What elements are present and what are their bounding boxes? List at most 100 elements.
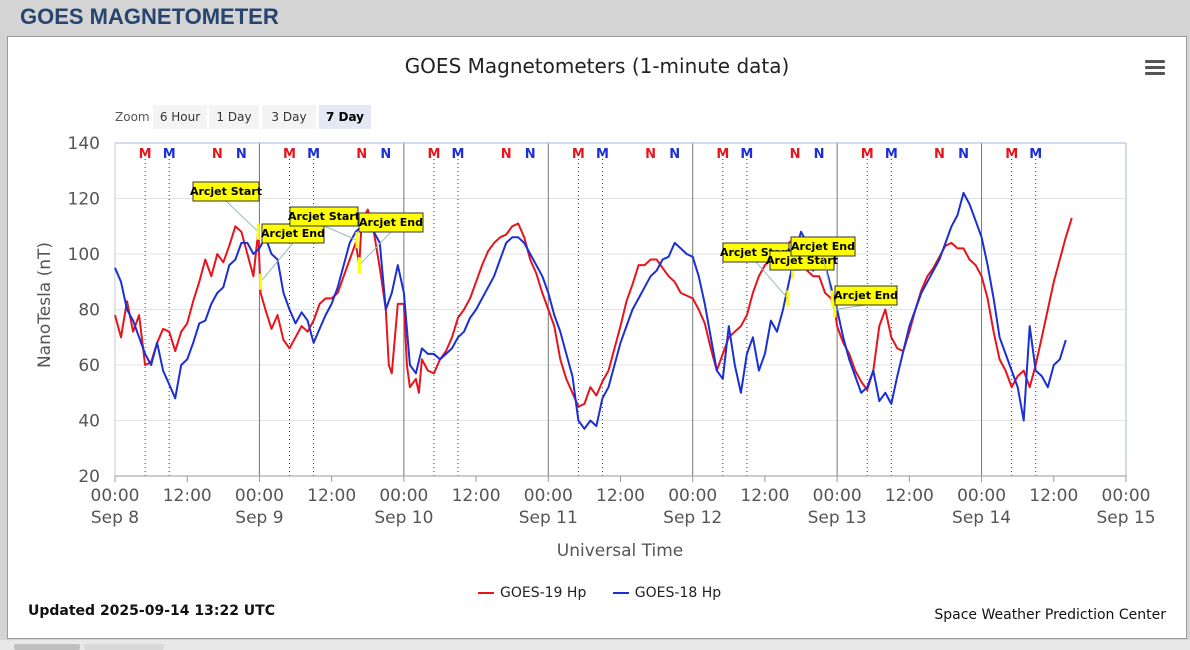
x-tick-time-12: 12:00 bbox=[163, 486, 212, 506]
marker-label-17: M bbox=[740, 147, 753, 162]
marker-label-2: N bbox=[212, 147, 223, 162]
noon-midnight-lines bbox=[144, 159, 1037, 476]
x-tick-time-60: 12:00 bbox=[452, 486, 501, 506]
marker-label-19: N bbox=[814, 147, 825, 162]
legend-item-goes19[interactable]: GOES-19 Hp bbox=[478, 585, 586, 601]
marker-label-23: N bbox=[958, 147, 969, 162]
marker-label-22: N bbox=[934, 147, 945, 162]
scrollbar-track[interactable] bbox=[84, 644, 164, 650]
marker-label-15: N bbox=[669, 147, 680, 162]
arcjet-connector-7 bbox=[834, 304, 867, 310]
x-tick-date-120: Sep 13 bbox=[808, 508, 867, 528]
arcjet-connector-2 bbox=[323, 225, 358, 241]
marker-label-16: M bbox=[716, 147, 729, 162]
y-tick-120: 120 bbox=[68, 190, 100, 210]
arcjet-connector-6 bbox=[822, 255, 833, 299]
arcjet-label-2: Arcjet Start bbox=[288, 210, 360, 223]
arcjet-label-7: Arcjet End bbox=[834, 289, 898, 302]
y-axis-title: NanoTesla (nT) bbox=[35, 242, 55, 368]
marker-label-3: N bbox=[236, 147, 247, 162]
x-tick-time-156: 12:00 bbox=[1029, 486, 1078, 506]
chart-menu-icon[interactable] bbox=[1145, 60, 1165, 78]
y-tick-60: 60 bbox=[78, 356, 100, 376]
marker-label-6: N bbox=[356, 147, 367, 162]
x-tick-date-0: Sep 8 bbox=[91, 508, 139, 528]
arcjet-connector-0 bbox=[225, 200, 259, 233]
x-tick-time-132: 12:00 bbox=[885, 486, 934, 506]
chart-legend: GOES-19 Hp GOES-18 Hp bbox=[478, 585, 743, 601]
x-tick-time-96: 00:00 bbox=[668, 486, 717, 506]
marker-label-4: M bbox=[283, 147, 296, 162]
arcjet-connector-4 bbox=[755, 261, 789, 299]
x-tick-time-72: 00:00 bbox=[524, 486, 573, 506]
credit-text: Space Weather Prediction Center bbox=[934, 607, 1166, 623]
marker-label-21: M bbox=[885, 147, 898, 162]
series-lines bbox=[114, 191, 1073, 430]
marker-label-20: M bbox=[861, 147, 874, 162]
grid-lines bbox=[115, 142, 1126, 477]
x-tick-time-144: 00:00 bbox=[957, 486, 1006, 506]
bottom-scroll-area bbox=[0, 640, 1190, 650]
x-axis-title: Universal Time bbox=[557, 541, 683, 561]
marker-label-12: M bbox=[572, 147, 585, 162]
zoom-7-day-button[interactable]: 7 Day bbox=[319, 105, 371, 129]
marker-label-11: N bbox=[525, 147, 536, 162]
arcjet-box-7 bbox=[834, 285, 898, 306]
page-header: GOES MAGNETOMETER bbox=[0, 0, 1190, 34]
marker-label-8: M bbox=[427, 147, 440, 162]
zoom-label: Zoom bbox=[115, 110, 150, 124]
marker-label-18: N bbox=[790, 147, 801, 162]
arcjet-label-0: Arcjet Start bbox=[190, 185, 262, 198]
arcjet-label-5: Arcjet Start bbox=[766, 254, 838, 267]
legend-swatch-goes18 bbox=[612, 592, 629, 594]
legend-item-goes18[interactable]: GOES-18 Hp bbox=[612, 585, 722, 601]
arcjet-label-3: Arcjet End bbox=[359, 216, 423, 229]
arcjet-box-3 bbox=[358, 212, 424, 233]
day-separator-lines bbox=[258, 143, 983, 476]
page-title: GOES MAGNETOMETER bbox=[20, 4, 279, 29]
zoom-6-hour-button[interactable]: 6 Hour bbox=[153, 105, 207, 129]
x-tick-time-48: 00:00 bbox=[379, 486, 428, 506]
arcjet-connector-3 bbox=[358, 231, 392, 266]
marker-label-5: M bbox=[307, 147, 320, 162]
x-tick-time-36: 12:00 bbox=[307, 486, 356, 506]
marker-label-14: N bbox=[645, 147, 656, 162]
arcjet-label-1: Arcjet End bbox=[261, 227, 325, 240]
marker-label-25: M bbox=[1029, 147, 1042, 162]
legend-label-goes18: GOES-18 Hp bbox=[634, 585, 722, 601]
series-line-goes18 bbox=[114, 191, 1067, 430]
chart-title: GOES Magnetometers (1-minute data) bbox=[404, 54, 790, 78]
marker-label-24: M bbox=[1005, 147, 1018, 162]
marker-label-1: M bbox=[163, 147, 176, 162]
y-tick-20: 20 bbox=[78, 467, 100, 487]
x-tick-time-24: 00:00 bbox=[235, 486, 284, 506]
arcjet-label-6: Arcjet End bbox=[791, 240, 855, 253]
arcjet-box-0 bbox=[192, 181, 260, 202]
arcjet-box-2 bbox=[289, 206, 359, 227]
zoom-1-day-button[interactable]: 1 Day bbox=[209, 105, 259, 129]
x-tick-date-72: Sep 11 bbox=[519, 508, 578, 528]
x-tick-time-120: 00:00 bbox=[813, 486, 862, 506]
legend-swatch-goes19 bbox=[478, 592, 494, 594]
arcjet-connector-1 bbox=[260, 242, 294, 283]
marker-label-0: M bbox=[139, 147, 152, 162]
y-tick-80: 80 bbox=[78, 301, 100, 321]
marker-label-10: N bbox=[501, 147, 512, 162]
zoom-3-day-button[interactable]: 3 Day bbox=[262, 105, 316, 129]
x-tick-time-84: 12:00 bbox=[596, 486, 645, 506]
y-tick-140: 140 bbox=[68, 134, 100, 154]
arcjet-box-6 bbox=[790, 236, 856, 257]
x-tick-date-144: Sep 14 bbox=[952, 508, 1011, 528]
y-axis-ticks: 20 40 60 80 100 120 140 bbox=[68, 134, 100, 487]
x-tick-date-48: Sep 10 bbox=[374, 508, 433, 528]
x-tick-time-108: 12:00 bbox=[740, 486, 789, 506]
scrollbar-thumb[interactable] bbox=[14, 644, 80, 650]
legend-label-goes19: GOES-19 Hp bbox=[500, 585, 587, 601]
y-tick-100: 100 bbox=[68, 245, 100, 265]
y-tick-40: 40 bbox=[78, 412, 100, 432]
x-tick-date-24: Sep 9 bbox=[235, 508, 283, 528]
